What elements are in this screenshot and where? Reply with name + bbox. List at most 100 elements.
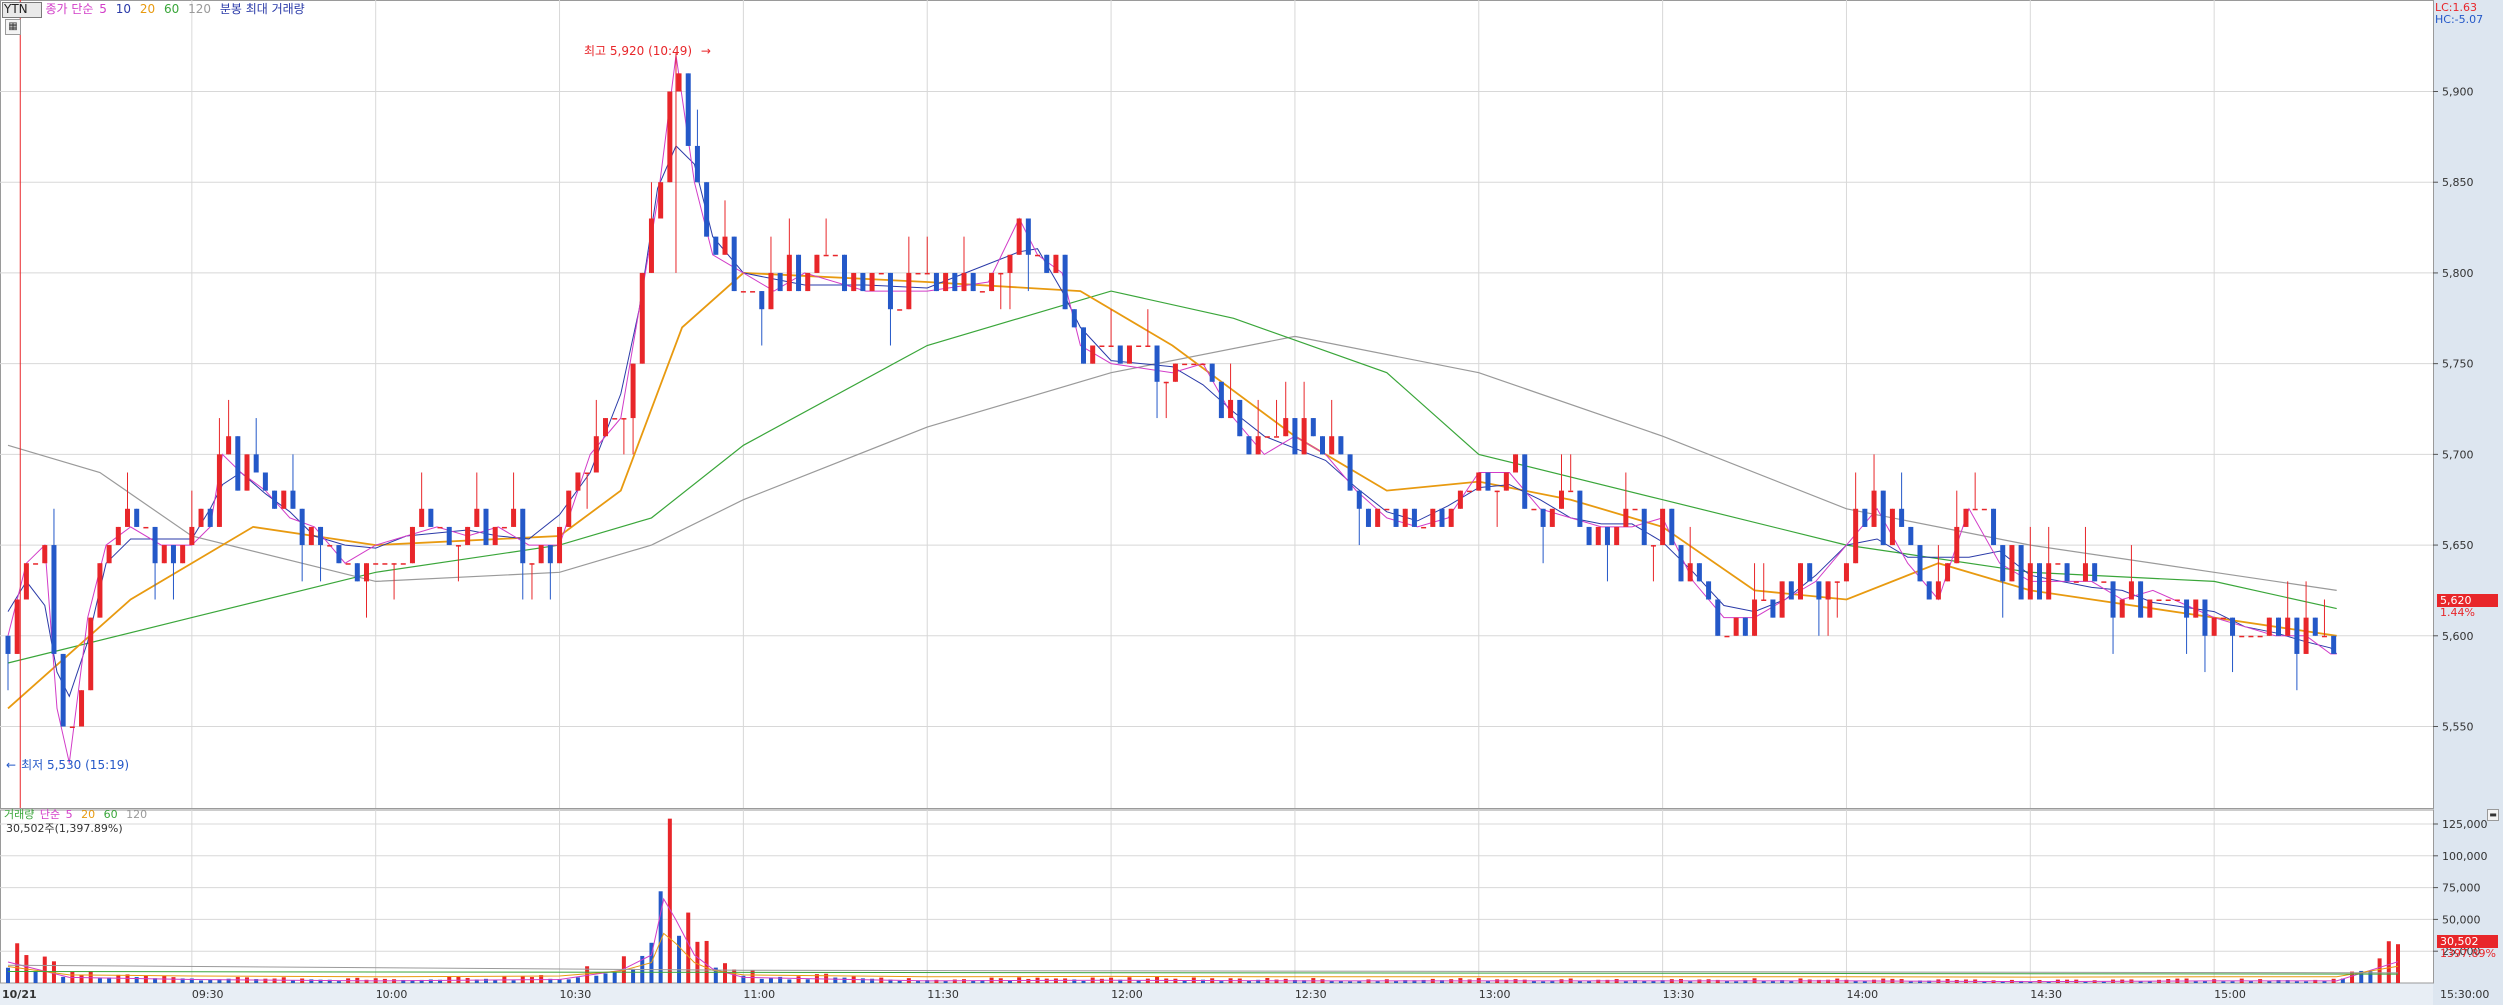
volume-bar xyxy=(1081,980,1086,983)
volume-bar xyxy=(272,978,277,983)
candle-body xyxy=(1650,545,1656,547)
symbol-label[interactable]: YTN xyxy=(4,2,28,16)
candle xyxy=(1669,508,1675,546)
candle-body xyxy=(832,254,838,257)
candle xyxy=(2128,545,2134,600)
candle-body xyxy=(547,545,553,564)
price-tick-label: 5,600 xyxy=(2442,630,2474,643)
candle-body xyxy=(1228,399,1234,419)
candle-body xyxy=(1559,490,1564,509)
candle xyxy=(1991,508,1997,546)
volume-bar xyxy=(2221,981,2226,983)
volume-bar xyxy=(2276,980,2281,983)
volume-bar xyxy=(566,979,571,983)
candle xyxy=(428,508,434,527)
candle xyxy=(612,418,618,420)
volume-bar xyxy=(15,943,20,983)
candle xyxy=(1825,581,1831,636)
candle xyxy=(345,563,351,565)
volume-bar xyxy=(1394,980,1399,983)
candle xyxy=(1972,472,1978,511)
candle-body xyxy=(1834,581,1840,583)
candle xyxy=(97,563,103,618)
candle-body xyxy=(1384,508,1390,511)
candle xyxy=(2110,581,2116,654)
volume-bar xyxy=(493,980,498,983)
volume-bar xyxy=(1743,980,1748,983)
candle xyxy=(1889,508,1895,546)
candle-body xyxy=(1926,581,1932,600)
volume-bar xyxy=(2000,981,2005,983)
table-icon[interactable]: ▦ xyxy=(5,19,21,35)
candle-body xyxy=(1614,526,1620,546)
volume-bar xyxy=(732,969,737,983)
volume-bar xyxy=(842,977,847,983)
candle xyxy=(1283,381,1289,437)
candle-body xyxy=(1081,327,1086,364)
candle xyxy=(14,599,20,654)
candle-body xyxy=(88,617,94,691)
candle xyxy=(547,545,553,600)
volume-bar xyxy=(1761,980,1766,983)
candle-body xyxy=(400,563,406,565)
volume-ma120-line xyxy=(7,964,2399,974)
panel-minimize-button[interactable]: ▬ xyxy=(2487,809,2499,821)
candle xyxy=(1071,309,1077,328)
volume-bar xyxy=(1908,981,1913,983)
price-tick-label: 5,750 xyxy=(2442,358,2474,371)
candle-body xyxy=(2285,617,2291,636)
candle-body xyxy=(1742,617,1748,636)
candle xyxy=(2073,581,2079,583)
volume-bar xyxy=(695,941,700,983)
candle-body xyxy=(152,526,158,564)
candle-body xyxy=(557,526,563,564)
volume-bar xyxy=(824,973,829,983)
candle xyxy=(262,472,268,491)
time-label: 09:30 xyxy=(192,988,224,1001)
volume-bar xyxy=(778,976,783,983)
price-change: 1.44% xyxy=(2440,606,2475,619)
candle xyxy=(474,472,480,527)
volume-bar xyxy=(61,976,66,983)
candle xyxy=(685,73,691,146)
symbol-box[interactable] xyxy=(2,2,42,18)
candle xyxy=(1108,309,1114,347)
high-text: 최고 5,920 (10:49) xyxy=(584,44,693,58)
candle-body xyxy=(786,254,792,292)
candle xyxy=(1742,617,1748,636)
volume-label: 거래량 xyxy=(4,808,35,821)
candle-body xyxy=(1071,309,1077,328)
candle-body xyxy=(593,436,599,473)
candle xyxy=(143,526,149,529)
candle xyxy=(2321,599,2327,638)
candle xyxy=(566,490,572,527)
volume-bar xyxy=(134,977,139,983)
candle xyxy=(483,508,489,546)
candle xyxy=(1641,508,1647,546)
candle-body xyxy=(915,272,921,275)
candle xyxy=(1853,472,1859,564)
extra-legend: 분봉 최대 거래량 xyxy=(219,2,305,16)
candle xyxy=(253,418,259,473)
candle xyxy=(1559,454,1564,509)
candle-body xyxy=(897,309,903,311)
candle-body xyxy=(1678,545,1684,582)
candle xyxy=(1007,254,1013,310)
candle-body xyxy=(1917,545,1923,582)
candle xyxy=(1531,508,1537,511)
candle-body xyxy=(2018,545,2024,600)
volume-bar xyxy=(2193,981,2198,983)
volume-bar xyxy=(1633,980,1638,983)
candle xyxy=(1798,563,1803,600)
candle xyxy=(409,526,415,564)
candle-body xyxy=(33,563,39,565)
volume-bar xyxy=(750,970,755,983)
candle-body xyxy=(1788,581,1794,600)
candle xyxy=(1687,526,1693,582)
candle-body xyxy=(354,563,360,582)
volume-bar xyxy=(667,818,672,983)
volume-bar xyxy=(1660,980,1665,983)
candle xyxy=(216,418,222,527)
arrow-left-icon: ← xyxy=(6,758,17,772)
